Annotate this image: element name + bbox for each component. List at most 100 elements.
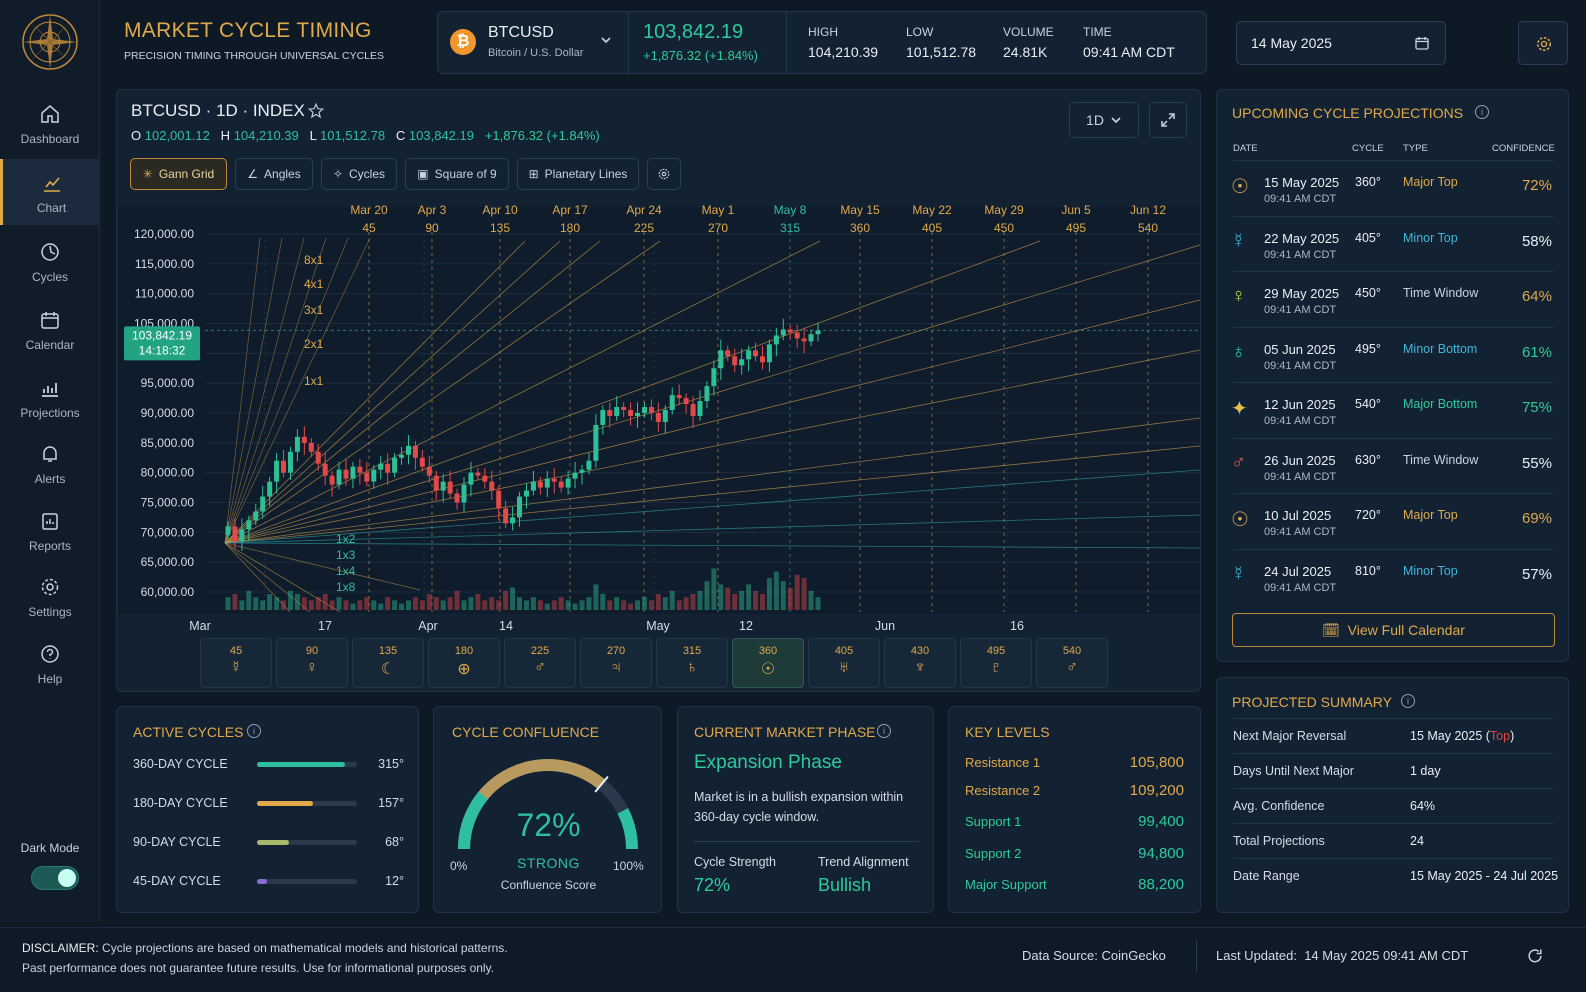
candle[interactable] xyxy=(378,463,384,470)
candle[interactable] xyxy=(697,401,703,416)
candle[interactable] xyxy=(683,398,689,405)
projection-row[interactable]: ☿ 22 May 2025 09:41 AM CDT 405° Minor To… xyxy=(1217,215,1570,271)
projection-row[interactable]: ✦ 12 Jun 2025 09:41 AM CDT 540° Major Bo… xyxy=(1217,382,1570,437)
sidebar-item-reports[interactable]: Reports xyxy=(0,497,100,563)
dark-mode-toggle[interactable] xyxy=(31,866,79,890)
candle[interactable] xyxy=(641,407,647,413)
candle[interactable] xyxy=(440,481,446,491)
settings-button[interactable] xyxy=(1518,21,1568,65)
candle[interactable] xyxy=(322,463,328,476)
candle[interactable] xyxy=(711,368,717,387)
sidebar-item-settings[interactable]: Settings xyxy=(0,563,100,629)
candle[interactable] xyxy=(419,457,425,467)
candle[interactable] xyxy=(621,407,627,411)
info-icon[interactable]: i xyxy=(247,724,261,738)
candle[interactable] xyxy=(690,404,696,416)
interval-select[interactable]: 1D xyxy=(1069,102,1139,138)
sidebar-item-alerts[interactable]: Alerts xyxy=(0,430,100,496)
planet-cycle-cell[interactable]: 225 ♂ xyxy=(504,638,576,688)
candle[interactable] xyxy=(537,481,543,488)
candle[interactable] xyxy=(392,457,398,473)
candle[interactable] xyxy=(274,460,280,482)
candle[interactable] xyxy=(329,475,335,485)
sidebar-item-help[interactable]: Help xyxy=(0,630,100,696)
candle[interactable] xyxy=(676,395,682,399)
candle[interactable] xyxy=(253,511,259,521)
refresh-icon[interactable] xyxy=(1525,946,1545,966)
candle[interactable] xyxy=(260,496,266,512)
info-icon[interactable]: i xyxy=(1401,694,1415,708)
planet-cycle-cell[interactable]: 495 ♇ xyxy=(960,638,1032,688)
candle[interactable] xyxy=(801,338,807,342)
candle[interactable] xyxy=(405,445,411,455)
candle[interactable] xyxy=(794,332,800,339)
planet-cycle-cell[interactable]: 180 ⊕ xyxy=(428,638,500,688)
candle[interactable] xyxy=(593,424,599,461)
candle[interactable] xyxy=(426,466,432,476)
candle[interactable] xyxy=(357,466,363,473)
star-icon[interactable] xyxy=(307,102,325,120)
candle[interactable] xyxy=(607,410,613,416)
candle[interactable] xyxy=(600,410,606,425)
planet-cycle-cell[interactable]: 90 ♀ xyxy=(276,638,348,688)
candle[interactable] xyxy=(815,330,821,335)
planet-cycle-cell[interactable]: 315 ♄ xyxy=(656,638,728,688)
planet-cycle-cell[interactable]: 430 ♆ xyxy=(884,638,956,688)
candle[interactable] xyxy=(246,520,252,530)
candle[interactable] xyxy=(225,526,231,536)
candle[interactable] xyxy=(544,478,550,488)
fullscreen-button[interactable] xyxy=(1149,102,1187,138)
planet-cycle-cell[interactable]: 135 ☾ xyxy=(352,638,424,688)
ticker-symbol[interactable]: BTCUSD xyxy=(488,24,554,41)
candle[interactable] xyxy=(739,359,745,366)
planet-cycle-cell[interactable]: 360 ☉ xyxy=(732,638,804,688)
candle[interactable] xyxy=(732,356,738,366)
candle[interactable] xyxy=(308,442,314,452)
sidebar-item-chart[interactable]: Chart xyxy=(0,159,100,225)
projection-row[interactable]: ♁ 05 Jun 2025 09:41 AM CDT 495° Minor Bo… xyxy=(1217,326,1570,382)
planet-cycle-cell[interactable]: 270 ♃ xyxy=(580,638,652,688)
candle[interactable] xyxy=(447,481,453,494)
candle[interactable] xyxy=(530,481,536,491)
sidebar-item-dashboard[interactable]: Dashboard xyxy=(0,90,100,156)
candle[interactable] xyxy=(475,472,481,476)
date-picker[interactable]: 14 May 2025 xyxy=(1236,21,1446,65)
angles-button[interactable]: ∠ Angles xyxy=(235,158,313,190)
candle[interactable] xyxy=(586,460,592,470)
planet-cycle-cell[interactable]: 540 ♂ xyxy=(1036,638,1108,688)
candle[interactable] xyxy=(773,335,779,345)
candle[interactable] xyxy=(315,451,321,464)
projection-row[interactable]: ☿ 24 Jul 2025 09:41 AM CDT 810° Minor To… xyxy=(1217,548,1570,604)
candle[interactable] xyxy=(759,356,765,363)
candle[interactable] xyxy=(725,350,731,357)
projection-row[interactable]: ♂ 26 Jun 2025 09:41 AM CDT 630° Time Win… xyxy=(1217,437,1570,493)
candle[interactable] xyxy=(780,329,786,336)
candle[interactable] xyxy=(232,526,238,542)
candle[interactable] xyxy=(301,436,307,443)
candle[interactable] xyxy=(461,484,467,503)
candle[interactable] xyxy=(565,478,571,488)
candle[interactable] xyxy=(454,493,460,503)
candle[interactable] xyxy=(648,407,654,413)
gann-grid-button[interactable]: ✳ Gann Grid xyxy=(130,158,227,190)
candle[interactable] xyxy=(294,436,300,452)
candle[interactable] xyxy=(287,451,293,473)
candle[interactable] xyxy=(662,410,668,422)
candle[interactable] xyxy=(468,472,474,485)
price-chart[interactable]: 120,000.00115,000.00110,000.00105,000.00… xyxy=(0,0,1586,700)
candle[interactable] xyxy=(753,350,759,357)
candle[interactable] xyxy=(551,478,557,482)
candle[interactable] xyxy=(572,472,578,479)
candle[interactable] xyxy=(503,508,509,524)
projection-row[interactable]: ☉ 15 May 2025 09:41 AM CDT 360° Major To… xyxy=(1217,160,1570,215)
candle[interactable] xyxy=(239,529,245,542)
candle[interactable] xyxy=(517,496,523,518)
candle[interactable] xyxy=(746,350,752,360)
candle[interactable] xyxy=(482,475,488,482)
candle[interactable] xyxy=(412,445,418,458)
candle[interactable] xyxy=(704,386,710,402)
candle[interactable] xyxy=(336,469,342,485)
candle[interactable] xyxy=(614,407,620,416)
candle[interactable] xyxy=(343,469,349,479)
candle[interactable] xyxy=(787,329,793,333)
